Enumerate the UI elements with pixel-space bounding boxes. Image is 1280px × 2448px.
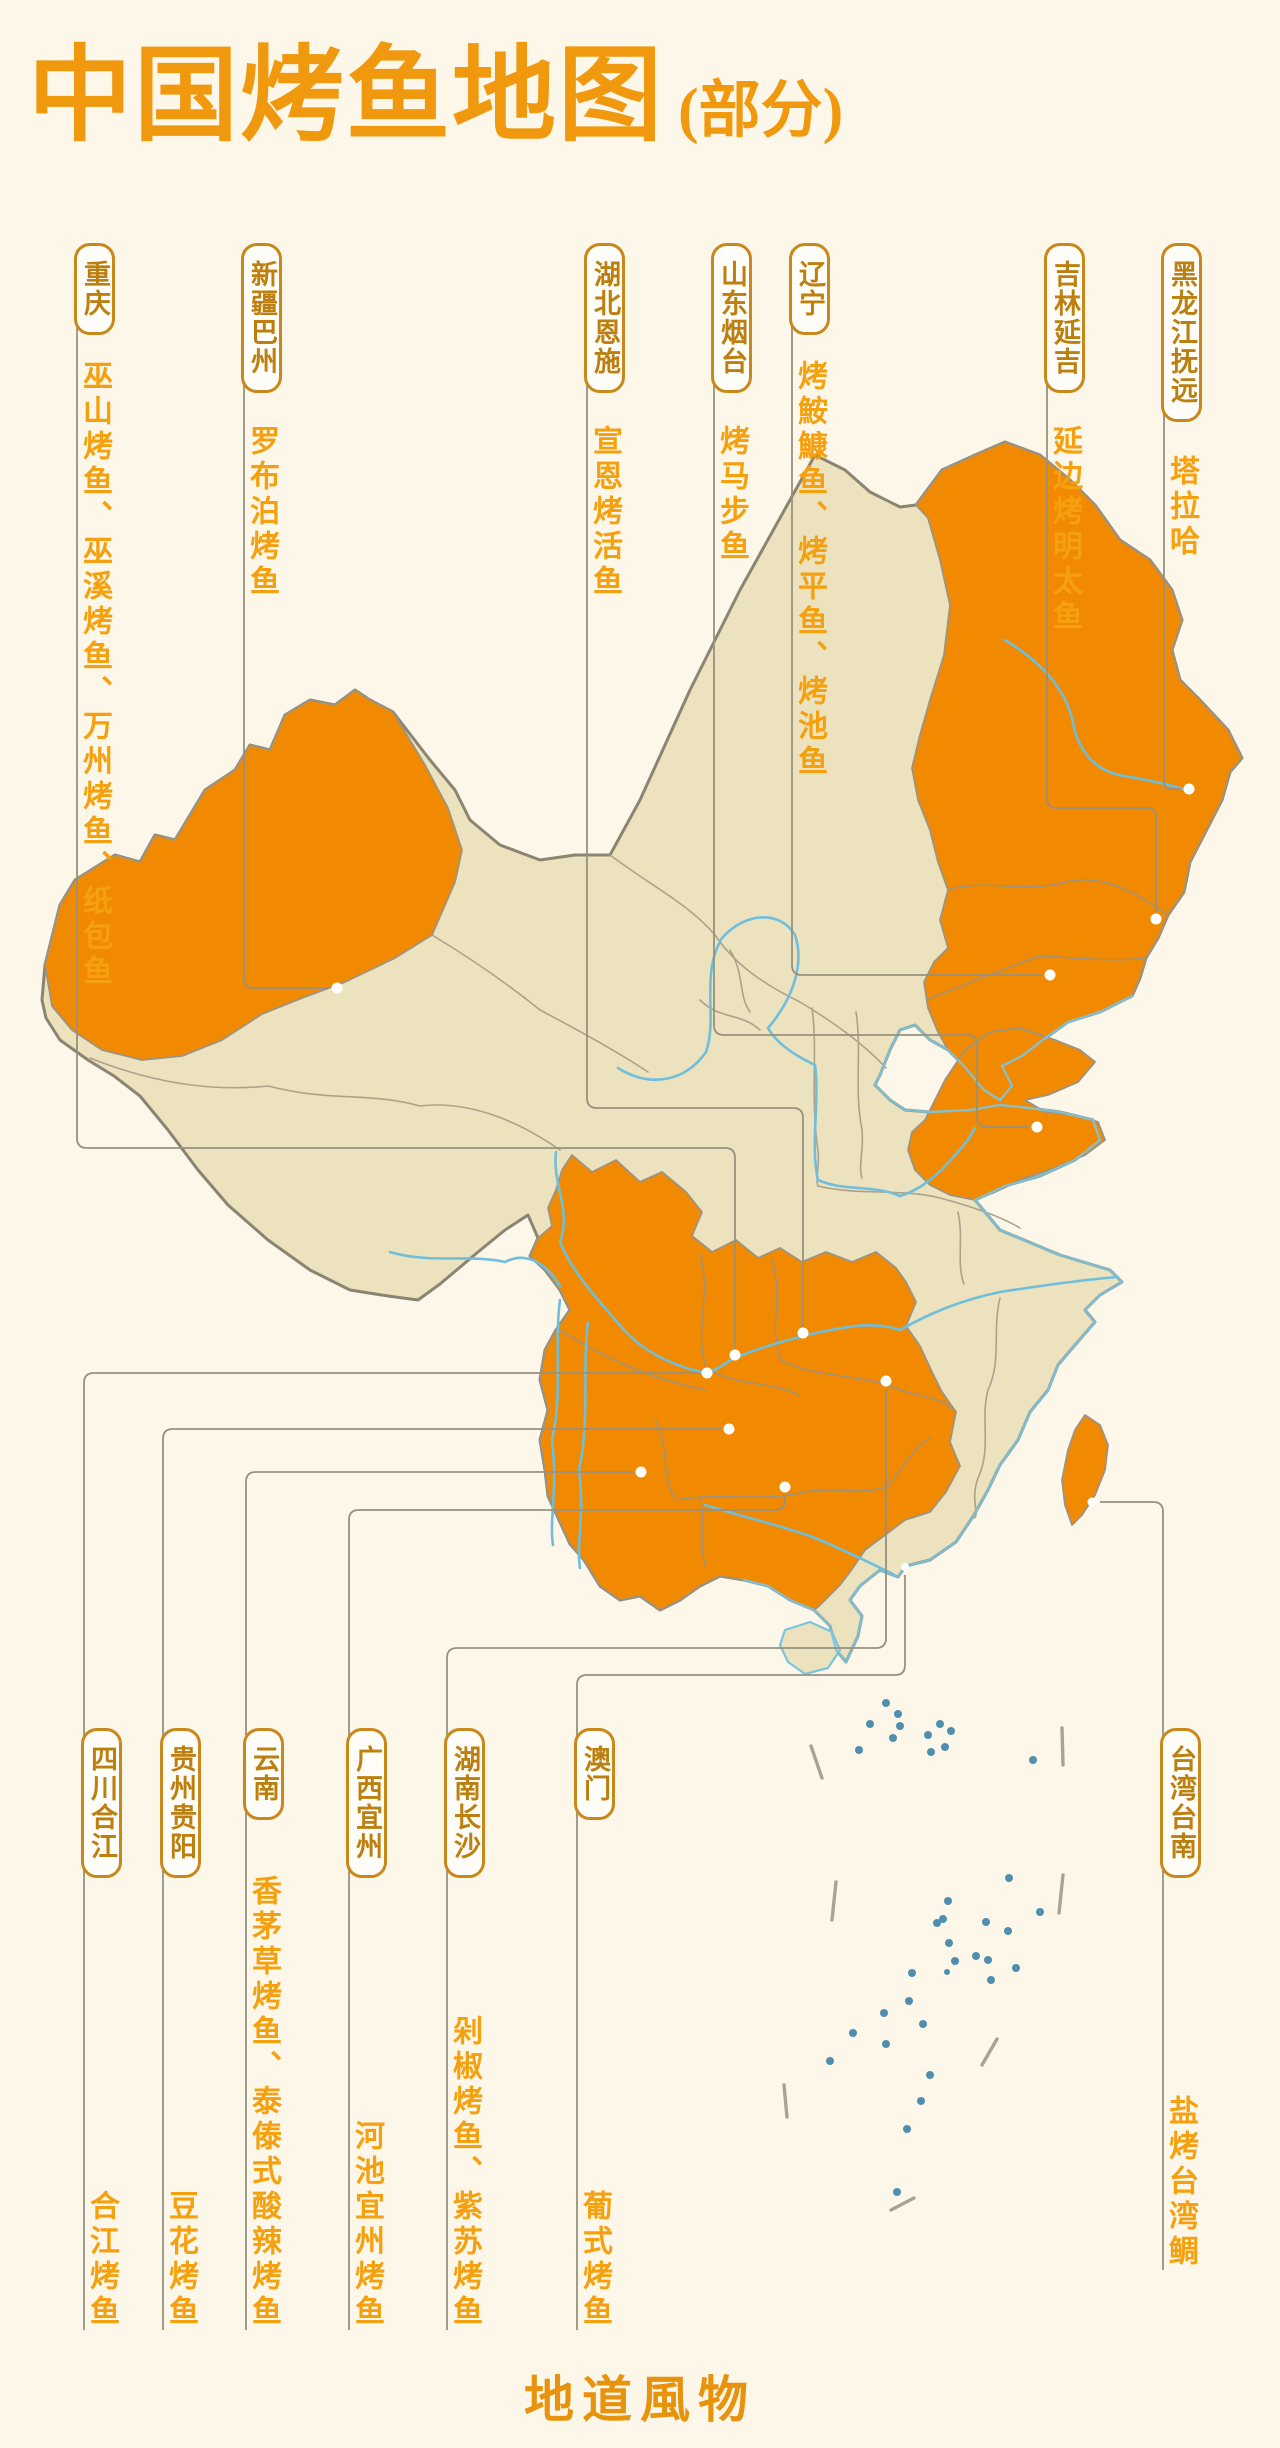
city-dot-liaoning <box>1044 969 1056 981</box>
dish-list-yunnan: 香茅草烤鱼、泰傣式酸辣烤鱼 <box>247 1875 280 2330</box>
south-china-sea-islands <box>826 1699 1044 2196</box>
city-dot-guizhou-guiyang <box>723 1423 735 1435</box>
central-south-internal-borders <box>559 1253 953 1569</box>
page-title: 中国烤鱼地图 (部分) <box>28 10 843 161</box>
province-central-south-group <box>529 1154 961 1611</box>
dish-list-guizhou-guiyang: 豆花烤鱼 <box>164 2190 197 2330</box>
northeast-internal-borders <box>925 879 1169 1001</box>
region-tag-guizhou-guiyang: 贵州贵阳 <box>160 1728 201 1878</box>
connector-sichuan-hejiang <box>83 1372 699 2330</box>
songhua-river <box>1003 638 1188 792</box>
connector-guizhou-guiyang <box>162 1428 721 2330</box>
connector-hunan-changsha <box>446 1389 887 2330</box>
connector-hubei-enshi <box>586 250 804 1327</box>
city-dot-taiwan-tainan <box>1087 1497 1097 1507</box>
connector-liaoning <box>791 250 1042 976</box>
connector-taiwan-tainan <box>1100 1501 1164 2270</box>
city-dot-hubei-enshi <box>797 1327 809 1339</box>
dish-list-shandong-yantai: 烤马步鱼 <box>715 425 748 565</box>
region-tag-sichuan-hejiang: 四川合江 <box>81 1728 122 1878</box>
title-suffix: (部分) <box>678 77 844 145</box>
title-main: 中国烤鱼地图 <box>28 39 665 154</box>
dish-list-liaoning: 烤鮟鱇鱼、烤平鱼、烤池鱼 <box>793 360 826 780</box>
region-tag-heilongjiang-fuyuan: 黑龙江抚远 <box>1161 243 1202 422</box>
connector-macau <box>576 1575 906 2330</box>
region-tag-yunnan: 云南 <box>243 1728 284 1820</box>
province-taiwan <box>1061 1414 1109 1526</box>
city-dot-xinjiang-bazhou <box>331 982 343 994</box>
connector-lines <box>76 250 1181 2330</box>
dish-list-taiwan-tainan: 盐烤台湾鲷 <box>1164 2095 1197 2270</box>
dish-list-jilin-yanji: 延边烤明太鱼 <box>1048 425 1081 635</box>
region-tag-liaoning: 辽宁 <box>789 243 830 335</box>
nine-dash-line <box>782 1726 1065 2212</box>
connector-xinjiang-bazhou <box>243 250 329 989</box>
connector-shandong-yantai <box>713 250 1029 1128</box>
province-xinjiang <box>44 689 463 1061</box>
dish-list-heilongjiang-fuyuan: 塔拉哈 <box>1165 455 1198 560</box>
connector-chongqing <box>76 250 736 1349</box>
region-tag-hunan-changsha: 湖南长沙 <box>444 1728 485 1878</box>
connector-guangxi-yizhou <box>348 1495 786 2330</box>
city-dot-shandong-yantai <box>1031 1121 1043 1133</box>
brand-logo: 地道風物 <box>524 2372 756 2428</box>
connector-heilongjiang-fuyuan <box>1163 250 1181 790</box>
region-tag-xinjiang-bazhou: 新疆巴州 <box>241 243 282 393</box>
city-dot-guangxi-yizhou <box>779 1481 791 1493</box>
dish-list-hunan-changsha: 剁椒烤鱼、紫苏烤鱼 <box>448 2015 481 2330</box>
yarlung-river <box>388 1250 562 1288</box>
pearl-river <box>703 1503 895 1576</box>
city-dot-chongqing <box>729 1349 741 1361</box>
city-dot-heilongjiang-fuyuan <box>1183 783 1195 795</box>
city-dot-macau <box>901 1563 909 1571</box>
yellow-river <box>616 916 977 1198</box>
connector-jilin-yanji <box>1046 250 1157 911</box>
dish-list-hubei-enshi: 宣恩烤活鱼 <box>588 425 621 600</box>
region-tag-hubei-enshi: 湖北恩施 <box>584 243 625 393</box>
city-dot-yunnan <box>635 1466 647 1478</box>
city-dot-sichuan-hejiang <box>701 1367 713 1379</box>
dish-list-xinjiang-bazhou: 罗布泊烤鱼 <box>245 425 278 600</box>
mekong-river <box>550 1298 562 1547</box>
region-tag-macau: 澳门 <box>574 1728 615 1820</box>
province-borders <box>89 854 1021 1519</box>
coastline <box>742 994 1134 1665</box>
region-tag-jilin-yanji: 吉林延吉 <box>1044 243 1085 393</box>
region-tag-shandong-yantai: 山东烟台 <box>711 243 752 393</box>
dish-list-guangxi-yizhou: 河池宜州烤鱼 <box>350 2120 383 2330</box>
dish-list-sichuan-hejiang: 合江烤鱼 <box>85 2190 118 2330</box>
connector-yunnan <box>245 1471 633 2330</box>
region-tag-guangxi-yizhou: 广西宜州 <box>346 1728 387 1878</box>
city-dot-jilin-yanji <box>1150 913 1162 925</box>
city-dot-hunan-changsha <box>880 1375 892 1387</box>
region-tag-taiwan-tainan: 台湾台南 <box>1160 1728 1201 1878</box>
dish-list-chongqing: 巫山烤鱼、巫溪烤鱼、万州烤鱼、纸包鱼 <box>78 360 111 990</box>
salween-river <box>577 1320 590 1570</box>
region-tag-chongqing: 重庆 <box>74 243 115 335</box>
dish-list-macau: 葡式烤鱼 <box>578 2190 611 2330</box>
city-dots <box>331 783 1195 1571</box>
